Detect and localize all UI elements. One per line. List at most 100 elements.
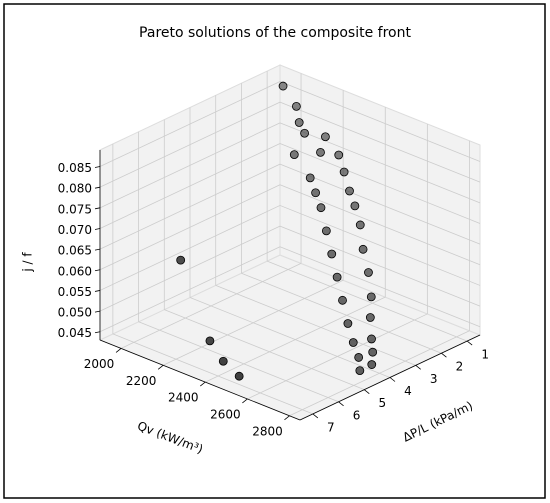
grid-line <box>99 143 281 229</box>
tick-mark <box>94 207 101 210</box>
grid-line <box>279 143 481 224</box>
x-tick-label: 2 <box>456 360 464 374</box>
point <box>355 366 365 376</box>
tick-mark <box>284 415 290 421</box>
grid-line <box>99 81 281 167</box>
z-tick-label: 0.065 <box>58 244 92 258</box>
tick-mark <box>200 381 206 387</box>
tick-mark <box>94 290 101 292</box>
tick-mark <box>338 401 344 407</box>
point <box>358 244 368 254</box>
y-tick-label: 2200 <box>126 374 157 388</box>
grid-line <box>247 313 428 400</box>
tick-mark <box>115 348 122 353</box>
tick-mark <box>94 248 101 251</box>
grid-line <box>205 296 386 383</box>
point <box>338 295 347 305</box>
point <box>321 226 331 236</box>
tick-mark <box>441 352 447 358</box>
point <box>289 150 299 160</box>
x-tick-label: 4 <box>404 384 412 398</box>
tick-mark <box>242 398 248 404</box>
z-tick-label: 0.045 <box>58 326 92 340</box>
point <box>320 132 330 142</box>
point <box>332 272 342 282</box>
z-tick-label: 0.050 <box>58 306 92 320</box>
grid-line <box>99 101 281 188</box>
point <box>348 338 358 347</box>
tick-mark <box>364 389 370 394</box>
point <box>368 347 378 357</box>
grid-line <box>279 122 481 204</box>
right-pane <box>279 64 481 336</box>
grid-line <box>266 260 468 342</box>
y-tick-label: 2000 <box>84 357 115 371</box>
grid-line <box>241 272 442 354</box>
x-tick-label: 5 <box>378 396 386 410</box>
z-tick-label: 0.075 <box>58 202 92 216</box>
grid-line <box>279 81 481 162</box>
grid-line <box>279 205 481 286</box>
y-tick-label: 2400 <box>168 391 199 405</box>
grid-line <box>289 330 470 417</box>
point <box>355 220 365 230</box>
point <box>278 81 288 91</box>
y-tick-label: 2600 <box>210 407 241 421</box>
y-axis-line <box>99 339 301 421</box>
grid-line <box>279 246 481 328</box>
tick-mark <box>94 269 101 272</box>
point <box>367 334 376 344</box>
z-tick-label: 0.080 <box>58 182 92 196</box>
point <box>367 360 377 369</box>
tick-mark <box>94 166 101 168</box>
point <box>343 319 353 328</box>
tick-mark <box>389 377 396 382</box>
tick-mark <box>157 364 164 370</box>
x-tick-label: 6 <box>353 408 361 422</box>
point <box>339 167 349 177</box>
point <box>350 201 360 211</box>
grid-line <box>164 309 365 391</box>
grid-line <box>279 225 481 307</box>
grid-line <box>99 184 281 271</box>
grid-line <box>138 321 339 403</box>
grid-line <box>189 297 391 378</box>
point <box>316 147 325 157</box>
point <box>311 188 320 198</box>
grid-line <box>120 263 302 349</box>
tick-mark <box>415 365 421 370</box>
tick-mark <box>312 413 319 419</box>
tick-mark <box>466 340 473 346</box>
z-axis-label: j / f <box>21 252 35 273</box>
tick-mark <box>94 228 101 230</box>
grid-line <box>215 284 416 366</box>
point <box>364 268 373 277</box>
y-tick-label: 2800 <box>252 424 283 438</box>
z-tick-label: 0.060 <box>58 264 92 278</box>
z-tick-label: 0.055 <box>58 285 92 299</box>
point <box>305 173 315 183</box>
point <box>300 128 309 138</box>
point <box>366 292 376 302</box>
grid-line <box>99 205 281 291</box>
tick-mark <box>94 310 101 313</box>
point <box>327 249 337 259</box>
tick-mark <box>94 331 101 334</box>
z-tick-label: 0.070 <box>58 223 92 237</box>
z-tick-label: 0.085 <box>58 161 92 175</box>
point <box>365 313 375 322</box>
point <box>354 353 364 362</box>
grid-line <box>99 225 281 312</box>
grid-line <box>99 122 281 209</box>
x-tick-label: 3 <box>430 372 438 386</box>
point <box>291 101 301 111</box>
tick-mark <box>94 186 101 189</box>
x-tick-label: 7 <box>327 420 335 434</box>
grid-line <box>279 184 481 266</box>
point <box>345 186 354 196</box>
point <box>176 255 186 265</box>
grid-line <box>162 279 344 366</box>
x-axis-line <box>299 334 481 421</box>
grid-line <box>99 246 281 333</box>
